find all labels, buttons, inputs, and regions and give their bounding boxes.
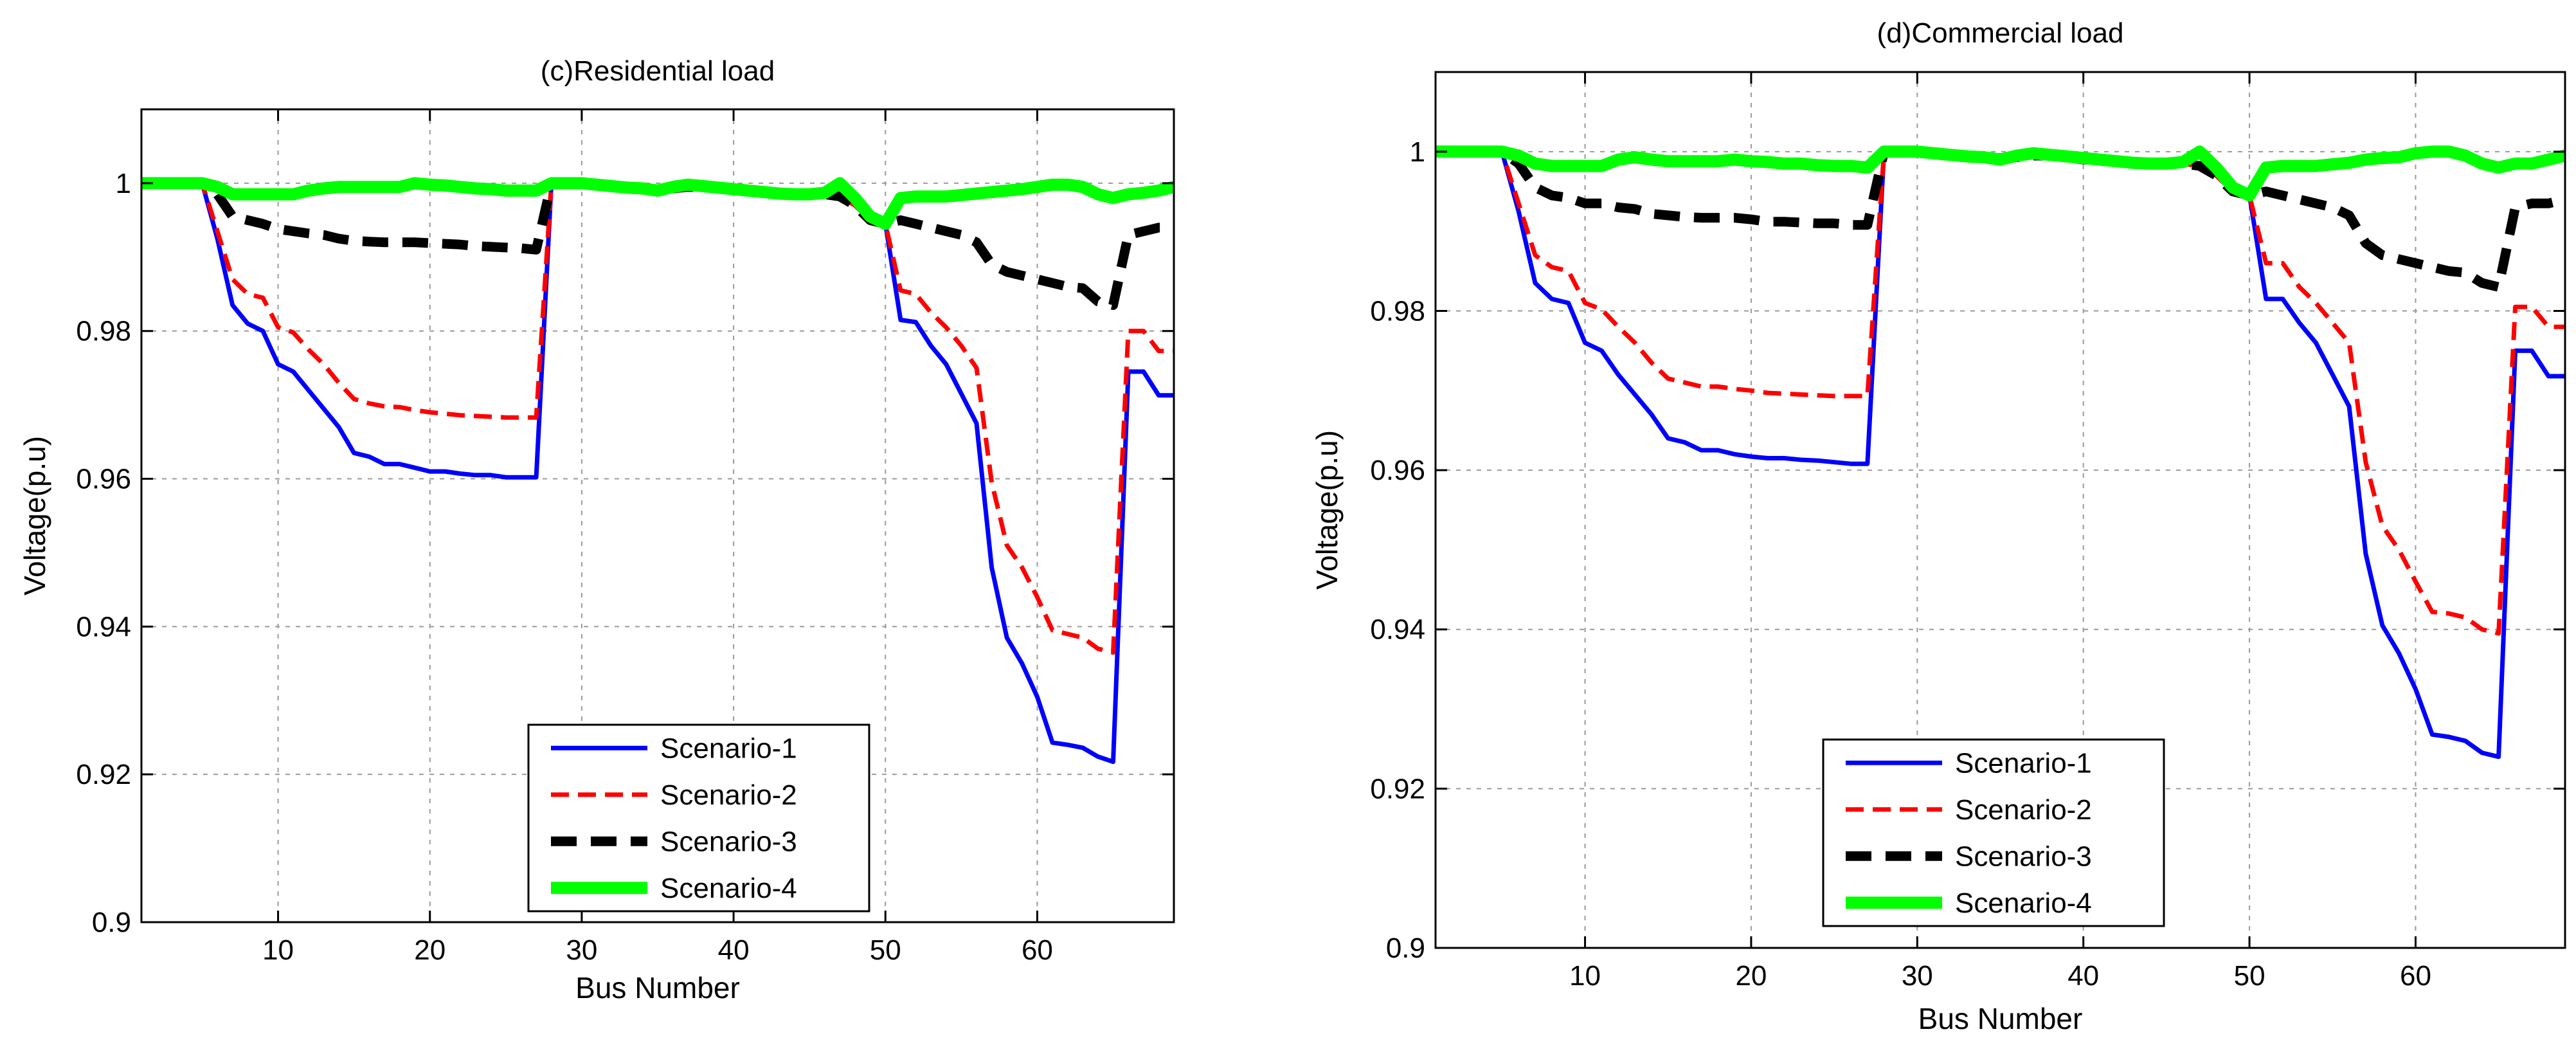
y-axis-label: Voltage(p.u)	[1310, 430, 1344, 590]
y-tick-label: 0.92	[76, 759, 131, 790]
x-tick-label: 10	[1569, 960, 1601, 992]
y-tick-label: 1	[1410, 136, 1425, 168]
legend-label: Scenario-3	[660, 826, 797, 857]
x-axis-label: Bus Number	[575, 971, 740, 1004]
legend-label: Scenario-1	[1955, 747, 2092, 779]
y-tick-label: 0.94	[1370, 614, 1425, 646]
legend-label: Scenario-2	[1955, 794, 2092, 826]
series-group	[1436, 145, 2565, 759]
x-axis-label: Bus Number	[1918, 1002, 2083, 1035]
y-tick-label: 0.94	[76, 611, 131, 642]
y-tick-label: 0.9	[1386, 932, 1425, 964]
x-tick-label: 20	[414, 934, 446, 966]
legend-label: Scenario-4	[1955, 887, 2092, 919]
y-tick-label: 0.92	[1370, 773, 1425, 804]
x-tick-label: 10	[262, 934, 294, 966]
legend: Scenario-1 Scenario-2 Scenario-3 Scenario-4	[527, 723, 870, 913]
legend: Scenario-1 Scenario-2 Scenario-3 Scenario-4	[1822, 738, 2165, 927]
series-line-scenario-2	[141, 181, 1174, 655]
axes-box	[1434, 71, 2566, 949]
x-tick-label: 20	[1735, 960, 1767, 992]
x-tick-label: 30	[566, 934, 597, 966]
x-tick-label: 30	[1902, 960, 1933, 992]
y-tick-label: 0.98	[76, 316, 131, 347]
series-line-scenario-4	[1436, 145, 2565, 202]
legend-label: Scenario-1	[660, 732, 797, 764]
y-tick-label: 0.98	[1370, 295, 1425, 327]
y-tick-label: 0.96	[76, 464, 131, 495]
x-tick-label: 40	[718, 934, 750, 966]
y-tick-label: 0.96	[1370, 455, 1425, 486]
series-group	[141, 177, 1174, 765]
legend-label: Scenario-2	[660, 779, 797, 811]
y-tick-label: 0.9	[92, 907, 131, 938]
y-axis-label: Voltage(p.u)	[18, 436, 51, 595]
legend-box	[1822, 738, 2165, 927]
y-tick-label: 1	[116, 168, 131, 199]
legend-label: Scenario-3	[1955, 840, 2092, 872]
x-tick-label: 50	[870, 934, 901, 966]
x-tick-label: 50	[2234, 960, 2265, 992]
series-line-scenario-3	[141, 178, 1174, 310]
x-tick-label: 40	[2067, 960, 2099, 992]
chart-title: (d)Commercial load	[1877, 17, 2124, 49]
commercial-load-chart: 10 20 30 40 50 60 0.9 0.92 0.94 0.96 0.98 1 (d)Comme…	[1310, 17, 2566, 1035]
x-tick-label: 60	[2400, 960, 2431, 992]
legend-label: Scenario-4	[660, 873, 797, 904]
residential-load-chart: 10 20 30 40 50 60 0.9 0.92 0.94 0.96 0.98 1 (c)Resid…	[18, 55, 1175, 1004]
legend-box	[527, 723, 870, 913]
series-line-scenario-4	[141, 177, 1174, 230]
chart-title: (c)Residential load	[541, 55, 775, 87]
axes-box	[140, 108, 1175, 923]
x-tick-label: 60	[1022, 934, 1053, 966]
